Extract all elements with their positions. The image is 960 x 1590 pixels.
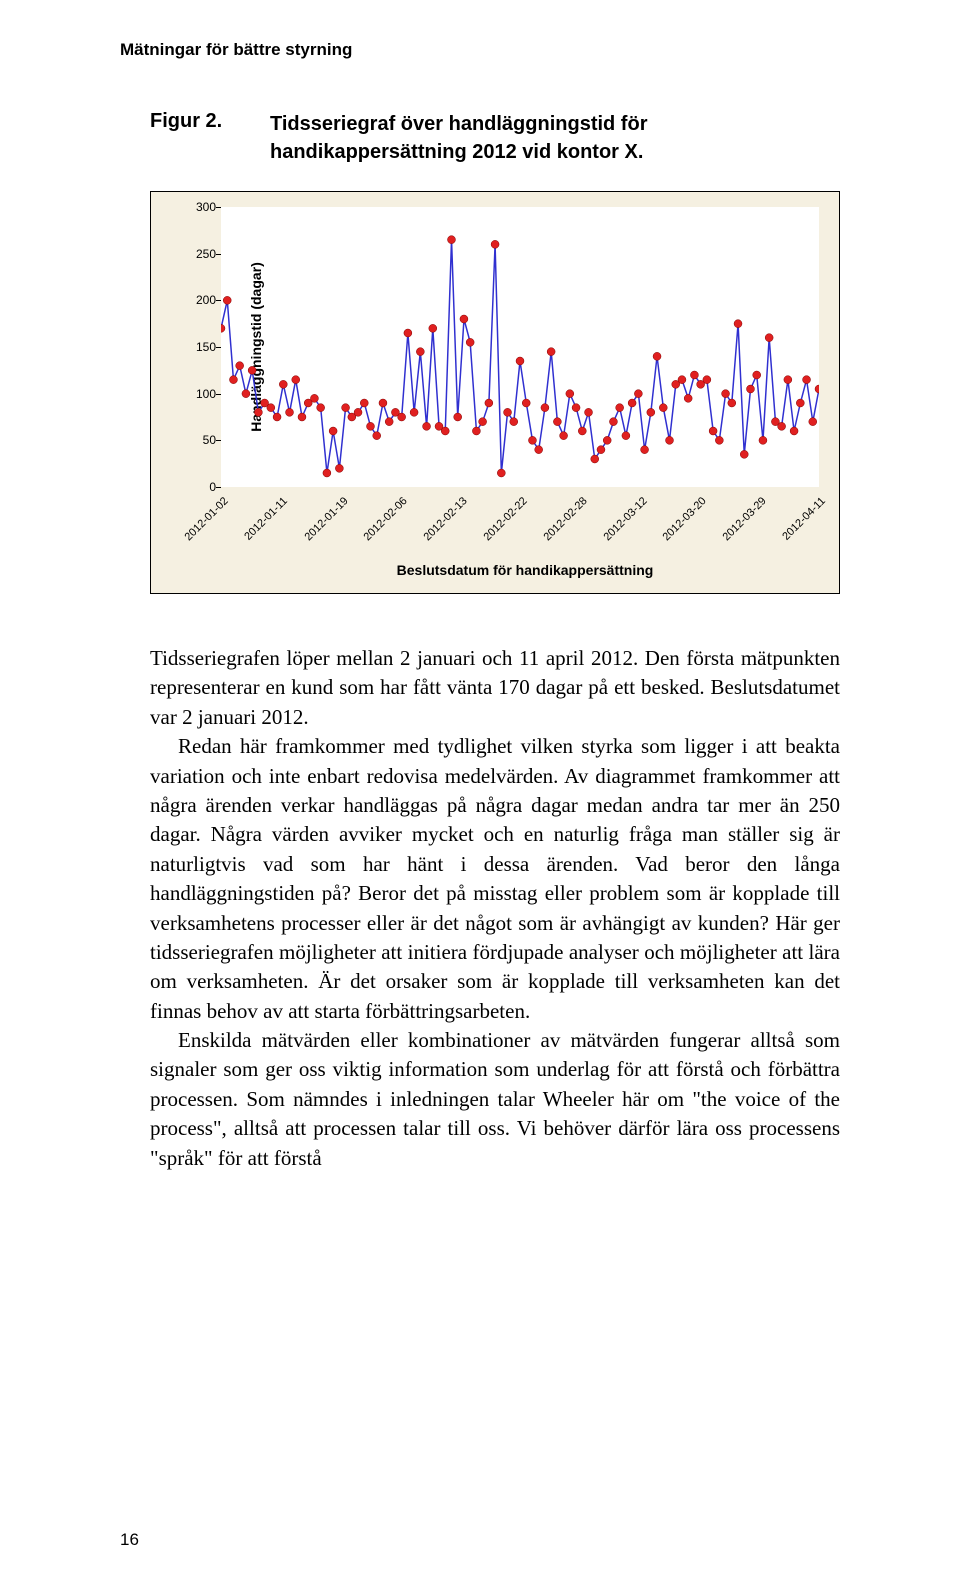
chart-svg xyxy=(221,207,819,487)
figure-caption: Figur 2. Tidsseriegraf över handläggning… xyxy=(150,110,840,166)
x-axis-ticks: 2012-01-022012-01-112012-01-192012-02-06… xyxy=(221,487,819,547)
y-axis-ticks: 050100150200250300 xyxy=(186,207,216,487)
body-text: Tidsseriegrafen löper mellan 2 januari o… xyxy=(150,644,840,1173)
chart-panel: Handläggningstid (dagar) 050100150200250… xyxy=(150,191,840,594)
paragraph-2: Redan här framkommer med tydlighet vilke… xyxy=(150,732,840,1026)
paragraph-1: Tidsseriegrafen löper mellan 2 januari o… xyxy=(150,644,840,732)
page-header: Mätningar för bättre styrning xyxy=(120,40,840,60)
chart-plot-area: Handläggningstid (dagar) 050100150200250… xyxy=(221,207,819,487)
paragraph-3: Enskilda mätvärden eller kombinationer a… xyxy=(150,1026,840,1173)
page-number: 16 xyxy=(120,1530,139,1550)
x-axis-label: Beslutsdatum för handikappersättning xyxy=(221,562,829,578)
figure-label: Figur 2. xyxy=(150,110,270,166)
figure-text: Tidsseriegraf över handläggningstid för … xyxy=(270,110,840,166)
